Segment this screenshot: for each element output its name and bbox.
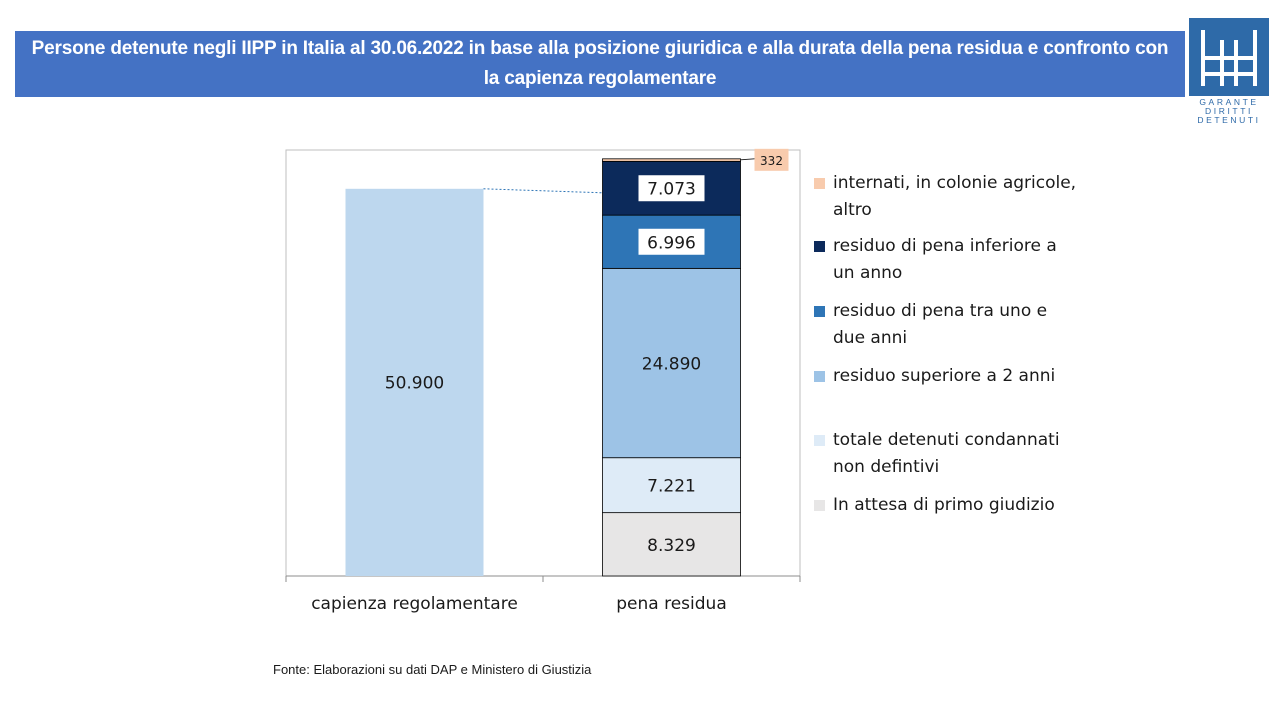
segment-value-label: 24.890 — [642, 355, 701, 375]
legend-item: residuo superiore a 2 anni — [814, 363, 1094, 390]
legend-swatch — [814, 500, 825, 511]
legend-item: In attesa di primo giudizio — [814, 492, 1094, 519]
segment-value-label: 8.329 — [647, 536, 696, 556]
x-tick-label: capienza regolamentare — [311, 594, 518, 614]
legend-swatch — [814, 435, 825, 446]
source-note: Fonte: Elaborazioni su dati DAP e Minist… — [273, 662, 592, 677]
logo-line-2: DIRITTI — [1205, 106, 1253, 116]
callout-label-box — [754, 148, 789, 171]
stacked-bar-segment — [602, 512, 741, 577]
legend-item: internati, in colonie agricole, altro — [814, 170, 1094, 224]
legend-swatch — [814, 241, 825, 252]
legend-label: residuo di pena tra uno e due anni — [833, 301, 1048, 348]
capacity-bar — [345, 188, 484, 576]
legend-swatch — [814, 178, 825, 189]
title-bar: Persone detenute negli IIPP in Italia al… — [15, 31, 1185, 97]
x-tick-label: pena residua — [616, 594, 726, 614]
legend-swatch — [814, 306, 825, 317]
legend-item: totale detenuti condannati non defintivi — [814, 427, 1094, 481]
legend-item: residuo di pena tra uno e due anni — [814, 298, 1094, 352]
segment-value-label: 6.996 — [647, 233, 696, 253]
garante-logo: GARANTE DIRITTI DETENUTI — [1189, 18, 1269, 126]
legend-label: internati, in colonie agricole, altro — [833, 173, 1077, 220]
logo-line-1: GARANTE — [1199, 97, 1259, 107]
legend-label: totale detenuti condannati non defintivi — [833, 430, 1060, 477]
segment-value-label: 332 — [760, 154, 783, 168]
legend-swatch — [814, 371, 825, 382]
garante-logo-mark — [1189, 18, 1269, 96]
segment-value-label: 7.073 — [647, 180, 696, 200]
legend-item: residuo di pena inferiore a un anno — [814, 233, 1094, 287]
stacked-bar-segment — [602, 457, 741, 514]
capacity-value-label: 50.900 — [385, 373, 444, 393]
legend-label: residuo di pena inferiore a un anno — [833, 236, 1057, 283]
segment-label-box — [638, 228, 705, 255]
segment-label-box — [638, 175, 705, 202]
logo-line-3: DETENUTI — [1197, 115, 1261, 125]
capacity-connector-line — [483, 188, 603, 194]
page-title: Persone detenute negli IIPP in Italia al… — [31, 38, 1169, 89]
stacked-bar-segment — [602, 267, 741, 459]
legend-label: residuo superiore a 2 anni — [833, 366, 1056, 386]
stacked-bar-segment — [602, 158, 741, 162]
segment-value-label: 7.221 — [647, 477, 696, 497]
legend-label: In attesa di primo giudizio — [833, 495, 1055, 515]
callout-leader — [740, 158, 755, 161]
